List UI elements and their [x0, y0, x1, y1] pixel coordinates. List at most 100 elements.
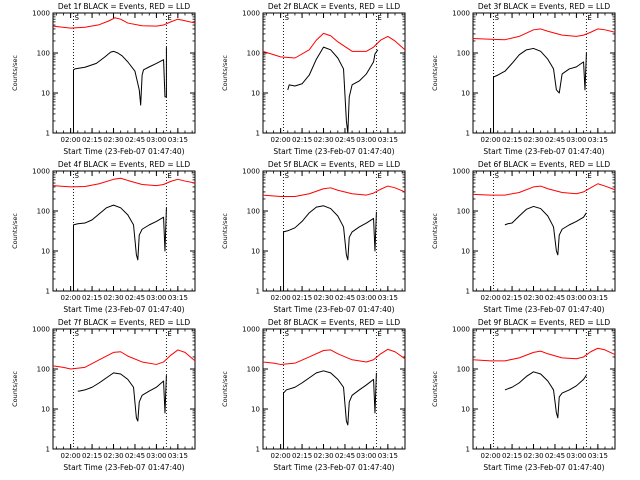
panel-title: Det 4f BLACK = Events, RED = LLD: [58, 160, 191, 169]
end-marker-label: E: [587, 330, 591, 338]
x-tick-label: 03:15: [168, 136, 188, 144]
x-tick-label: 02:30: [523, 136, 543, 144]
x-tick-label: 02:00: [61, 136, 81, 144]
start-marker-label: S: [284, 172, 289, 180]
y-tick-label: 1000: [452, 326, 470, 334]
y-tick-label: 1000: [242, 10, 260, 18]
series-line-lld: [262, 185, 406, 198]
y-tick-label: 10: [461, 248, 470, 256]
start-marker-label: S: [494, 172, 499, 180]
x-tick-label: 03:00: [566, 136, 586, 144]
y-tick-label: 100: [457, 366, 470, 374]
x-tick-label: 02:30: [103, 136, 123, 144]
x-tick-label: 03:00: [146, 136, 166, 144]
y-axis-label: Counts/sec: [221, 213, 229, 249]
y-tick-label: 100: [457, 208, 470, 216]
start-marker-label: S: [284, 330, 289, 338]
x-tick-label: 02:30: [313, 452, 333, 460]
x-tick-label: 03:15: [588, 452, 608, 460]
x-tick-label: 02:30: [103, 452, 123, 460]
x-tick-label: 02:45: [335, 452, 355, 460]
x-tick-label: 02:30: [523, 452, 543, 460]
x-tick-label: 03:00: [356, 136, 376, 144]
x-tick-label: 02:15: [292, 452, 312, 460]
series-line-lld: [472, 183, 616, 196]
panel-title: Det 7f BLACK = Events, RED = LLD: [58, 318, 191, 327]
series-line-events: [287, 46, 379, 134]
series-line-lld: [262, 32, 406, 59]
x-tick-label: 02:30: [313, 294, 333, 302]
y-tick-label: 1: [256, 130, 260, 138]
x-tick-label: 02:15: [82, 452, 102, 460]
y-tick-label: 1000: [32, 168, 50, 176]
y-tick-label: 10: [251, 406, 260, 414]
x-tick-label: 02:30: [103, 294, 123, 302]
y-tick-label: 1000: [452, 10, 470, 18]
x-tick-label: 02:00: [271, 136, 291, 144]
detector-panel: Det 3f BLACK = Events, RED = LLD Counts/s…: [431, 2, 616, 156]
x-tick-label: 02:45: [335, 294, 355, 302]
start-marker-label: S: [494, 14, 499, 22]
detector-panel: Det 2f BLACK = Events, RED = LLD Counts/s…: [221, 2, 406, 156]
x-tick-label: 02:15: [82, 294, 102, 302]
y-tick-label: 100: [37, 366, 50, 374]
end-marker-label: E: [167, 172, 171, 180]
x-axis-label: Start Time (23-Feb-07 01:47:40): [483, 147, 604, 156]
panel-title: Det 6f BLACK = Events, RED = LLD: [478, 160, 611, 169]
x-tick-label: 02:15: [502, 136, 522, 144]
y-tick-label: 1: [256, 288, 260, 296]
y-tick-label: 1: [46, 288, 50, 296]
plot-frame: [52, 12, 196, 134]
x-tick-label: 02:45: [125, 136, 145, 144]
y-tick-label: 10: [251, 90, 260, 98]
x-tick-label: 02:00: [271, 452, 291, 460]
x-tick-label: 03:00: [356, 294, 376, 302]
end-marker-label: E: [587, 14, 591, 22]
plot-frame: [472, 328, 616, 450]
x-tick-label: 03:15: [588, 136, 608, 144]
x-tick-label: 02:00: [481, 452, 501, 460]
end-marker-label: E: [587, 172, 591, 180]
x-tick-label: 02:15: [82, 136, 102, 144]
x-axis-label: Start Time (23-Feb-07 01:47:40): [483, 305, 604, 314]
y-tick-label: 1: [256, 446, 260, 454]
y-tick-label: 10: [461, 90, 470, 98]
x-tick-label: 03:15: [378, 294, 398, 302]
x-tick-label: 03:15: [168, 452, 188, 460]
plot-frame: [472, 12, 616, 134]
x-axis-label: Start Time (23-Feb-07 01:47:40): [63, 463, 184, 472]
series-line-lld: [262, 348, 406, 365]
x-tick-label: 02:00: [61, 452, 81, 460]
y-tick-label: 10: [461, 406, 470, 414]
x-tick-label: 03:15: [378, 136, 398, 144]
y-tick-label: 100: [37, 208, 50, 216]
start-marker-label: S: [494, 330, 499, 338]
y-tick-label: 100: [247, 50, 260, 58]
x-tick-label: 02:15: [292, 294, 312, 302]
y-tick-label: 1000: [242, 326, 260, 334]
series-line-lld: [52, 177, 196, 188]
x-tick-label: 02:15: [502, 452, 522, 460]
y-tick-label: 1: [46, 446, 50, 454]
series-line-events: [282, 205, 377, 291]
y-tick-label: 1: [46, 130, 50, 138]
start-marker-label: S: [284, 14, 289, 22]
detector-panel: Det 5f BLACK = Events, RED = LLD Counts/s…: [221, 160, 406, 314]
y-tick-label: 10: [251, 248, 260, 256]
x-tick-label: 02:00: [61, 294, 81, 302]
detector-panel: Det 7f BLACK = Events, RED = LLD Counts/s…: [11, 318, 196, 472]
x-tick-label: 02:45: [125, 452, 145, 460]
end-marker-label: E: [167, 330, 171, 338]
y-axis-label: Counts/sec: [11, 213, 19, 249]
x-axis-label: Start Time (23-Feb-07 01:47:40): [273, 147, 394, 156]
y-tick-label: 10: [41, 406, 50, 414]
end-marker-label: E: [167, 14, 171, 22]
y-axis-label: Counts/sec: [11, 55, 19, 91]
series-line-lld: [472, 347, 616, 362]
plot-frame: [52, 328, 196, 450]
series-line-events: [504, 205, 587, 256]
y-tick-label: 1000: [242, 168, 260, 176]
x-tick-label: 03:15: [378, 452, 398, 460]
start-marker-label: S: [74, 330, 79, 338]
